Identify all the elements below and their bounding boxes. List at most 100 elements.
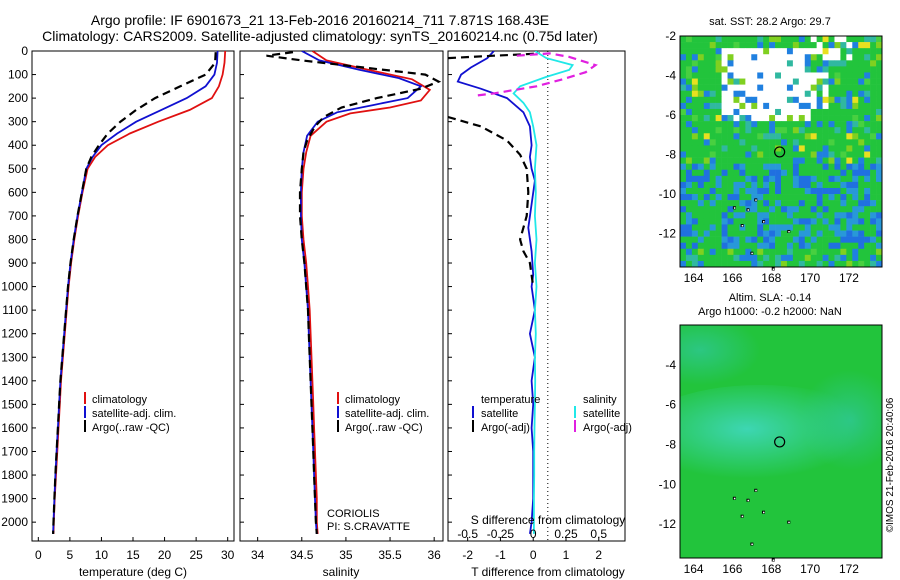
top-tick-label: -0.5 bbox=[457, 527, 478, 541]
sst-cell bbox=[858, 54, 865, 61]
sst-cell bbox=[810, 260, 817, 267]
sst-cell bbox=[804, 127, 811, 134]
sst-cell bbox=[852, 145, 859, 152]
sst-cell bbox=[775, 84, 782, 92]
sst-cell bbox=[798, 218, 806, 225]
sst-cell bbox=[816, 236, 823, 243]
sst-cell bbox=[775, 139, 782, 146]
sst-cell bbox=[786, 151, 794, 158]
sst-cell bbox=[775, 224, 782, 231]
sst-cell bbox=[769, 224, 776, 231]
sst-cell bbox=[691, 127, 699, 134]
sst-cell bbox=[745, 194, 752, 201]
sst-cell bbox=[680, 187, 687, 195]
sst-cell bbox=[727, 60, 734, 67]
sst-cell bbox=[757, 96, 764, 104]
sst-cell bbox=[798, 194, 806, 201]
sst-cell bbox=[703, 121, 710, 128]
sst-cell bbox=[828, 175, 835, 183]
sst-cell bbox=[810, 90, 817, 98]
sst-cell bbox=[876, 218, 882, 225]
sst-cell bbox=[727, 121, 734, 128]
sst-cell bbox=[822, 54, 829, 61]
sst-cell bbox=[822, 181, 829, 189]
sst-cell bbox=[792, 200, 800, 207]
sst-cell bbox=[822, 157, 829, 164]
sst-cell bbox=[876, 96, 882, 104]
map-x-tick-label: 172 bbox=[839, 562, 859, 576]
sst-cell bbox=[792, 66, 800, 73]
sst-cell bbox=[781, 260, 788, 267]
sst-cell bbox=[804, 102, 811, 110]
sst-cell bbox=[733, 224, 740, 231]
sst-cell bbox=[763, 102, 770, 110]
sst-cell bbox=[757, 54, 764, 61]
sst-cell bbox=[864, 72, 871, 79]
sst-cell bbox=[804, 260, 811, 267]
sst-cell bbox=[751, 200, 758, 207]
sst-cell bbox=[834, 175, 841, 183]
sst-cell bbox=[828, 96, 835, 104]
sst-cell bbox=[828, 102, 835, 110]
y-tick-label: 200 bbox=[8, 91, 28, 105]
sst-cell bbox=[798, 169, 806, 177]
sst-cell bbox=[769, 157, 776, 164]
island-markers bbox=[732, 198, 791, 562]
sst-cell bbox=[733, 72, 740, 79]
sst-cell bbox=[709, 230, 716, 237]
salinity-annotation: CORIOLIS PI: S.CRAVATTE bbox=[327, 508, 410, 533]
sst-cell bbox=[763, 230, 770, 237]
sst-cell bbox=[816, 139, 823, 146]
sst-cell bbox=[864, 194, 871, 201]
sst-cell bbox=[846, 218, 853, 225]
sst-cell bbox=[816, 260, 823, 267]
sst-cell bbox=[769, 66, 776, 73]
sst-cell bbox=[786, 145, 794, 152]
sst-cell bbox=[828, 139, 835, 146]
sst-cell bbox=[798, 163, 806, 171]
sst-cell bbox=[763, 175, 770, 183]
sst-cell bbox=[709, 169, 716, 177]
sst-cell bbox=[709, 206, 716, 213]
sst-cell bbox=[721, 230, 728, 237]
sst-cell bbox=[751, 127, 758, 134]
sst-cell bbox=[709, 248, 716, 256]
sst-cell bbox=[757, 72, 764, 79]
sst-cell bbox=[685, 78, 693, 85]
sst-cell bbox=[781, 200, 788, 207]
sst-cell bbox=[763, 206, 770, 213]
sst-cell bbox=[834, 224, 841, 231]
sst-cell bbox=[792, 48, 800, 55]
sst-cell bbox=[745, 102, 752, 110]
sst-cell bbox=[840, 102, 847, 110]
sst-cell bbox=[840, 48, 847, 55]
map-x-tick-label: 168 bbox=[761, 562, 781, 576]
sst-cell bbox=[745, 151, 752, 158]
sst-cell bbox=[822, 84, 829, 92]
sst-cell bbox=[721, 102, 728, 110]
sst-cell bbox=[834, 36, 841, 43]
sst-cell bbox=[846, 54, 853, 61]
sst-cell bbox=[775, 42, 782, 49]
sst-cell bbox=[822, 212, 829, 219]
sst-cell bbox=[810, 200, 817, 207]
sst-cell bbox=[733, 36, 740, 43]
sst-cell bbox=[852, 175, 859, 183]
sla-map-subtitle: Argo h1000: -0.2 h2000: NaN bbox=[698, 306, 842, 318]
sst-cell bbox=[745, 230, 752, 237]
sst-cell bbox=[739, 175, 746, 183]
sst-cell bbox=[828, 127, 835, 134]
sst-cell bbox=[792, 133, 800, 140]
sst-cell bbox=[715, 84, 722, 92]
sst-cell bbox=[804, 54, 811, 61]
sst-cell bbox=[763, 248, 770, 256]
sst-cell bbox=[810, 157, 817, 164]
sst-cell bbox=[864, 206, 871, 213]
sst-cell bbox=[721, 84, 728, 92]
sst-cell bbox=[721, 236, 728, 243]
sst-cell bbox=[715, 169, 722, 177]
sst-cell bbox=[715, 248, 722, 256]
sst-cell bbox=[739, 72, 746, 79]
sst-cell bbox=[792, 254, 800, 262]
sst-cell bbox=[786, 260, 794, 267]
